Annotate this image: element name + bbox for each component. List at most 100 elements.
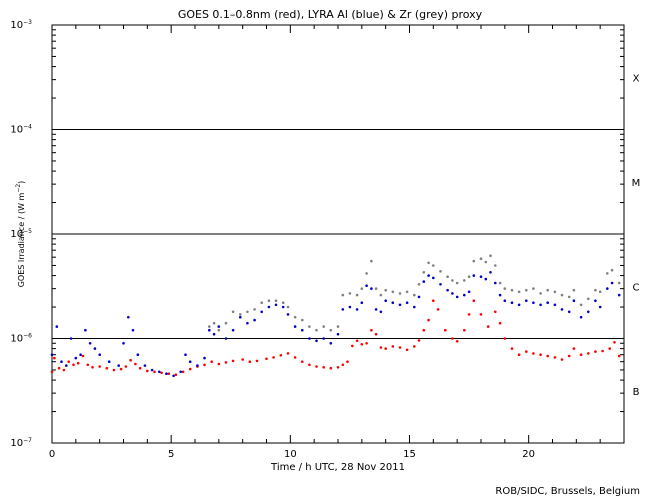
data-point [248, 360, 252, 364]
data-point [217, 328, 221, 332]
data-point [281, 301, 285, 305]
data-point [210, 360, 213, 364]
data-point [467, 313, 471, 316]
data-point [308, 363, 311, 367]
flare-class-lines [52, 129, 624, 339]
data-point [610, 268, 614, 272]
data-point [539, 353, 542, 357]
data-point [525, 350, 528, 353]
data-point [455, 340, 459, 343]
data-point [322, 325, 326, 328]
data-point [405, 290, 409, 294]
data-point [532, 352, 535, 355]
data-point [72, 363, 75, 367]
data-point [329, 328, 333, 332]
data-point [112, 368, 116, 372]
data-point [131, 328, 135, 332]
data-point [486, 325, 490, 328]
data-point [355, 339, 359, 343]
series-2 [208, 254, 621, 332]
data-point [117, 364, 120, 367]
data-point [165, 372, 168, 376]
data-point [127, 315, 130, 319]
data-point [267, 305, 271, 309]
data-point [119, 367, 123, 371]
data-point [489, 254, 492, 257]
flare-class-labels: X M C B [632, 73, 641, 398]
data-point [86, 363, 90, 367]
y-tick-label-base: 10 [10, 125, 23, 136]
data-point [472, 274, 476, 277]
data-point [606, 272, 609, 275]
data-point [608, 347, 611, 350]
data-point [413, 345, 416, 348]
data-point [143, 364, 147, 367]
data-point [594, 350, 597, 353]
data-point [167, 372, 171, 376]
data-point [67, 360, 70, 364]
data-point [255, 359, 259, 363]
data-point [69, 337, 73, 340]
data-point [374, 308, 378, 311]
y-tick-label-exponent: −7 [23, 437, 32, 444]
data-point [65, 364, 68, 367]
data-point [594, 288, 597, 292]
y-tick-label-base: 10 [10, 438, 23, 449]
data-point [567, 310, 571, 314]
y-tick-label-exponent: −6 [23, 333, 32, 340]
data-point [444, 328, 447, 332]
data-point [379, 293, 383, 297]
data-point [286, 305, 290, 309]
data-point [246, 321, 249, 325]
data-point [98, 353, 101, 357]
data-point [224, 337, 228, 340]
data-point [231, 359, 235, 363]
data-point [231, 328, 235, 332]
data-point [463, 293, 466, 297]
data-point [532, 287, 535, 290]
data-point [370, 328, 373, 332]
data-point [107, 360, 111, 364]
data-point [246, 310, 249, 314]
data-point [479, 313, 483, 316]
y-tick-label-base: 10 [10, 334, 23, 345]
chart-title: GOES 0.1–0.8nm (red), LYRA Al (blue) & Z… [178, 8, 483, 21]
data-point [510, 301, 514, 305]
data-point [439, 283, 442, 286]
data-point [384, 299, 388, 303]
data-point [231, 310, 235, 314]
data-point [405, 301, 409, 305]
data-point [239, 315, 242, 319]
data-point [579, 303, 583, 307]
data-point [136, 353, 140, 357]
y-tick-label: 10−7 [10, 437, 32, 449]
data-point [546, 301, 549, 305]
data-point [88, 342, 92, 345]
data-point [446, 275, 449, 279]
data-point [55, 325, 59, 328]
data-point [553, 303, 557, 307]
data-point [398, 303, 402, 307]
data-point [525, 299, 528, 303]
data-point [308, 325, 311, 328]
data-point [587, 310, 590, 314]
data-point [308, 337, 311, 340]
data-point [158, 370, 161, 374]
data-point [494, 310, 497, 314]
data-point [301, 360, 304, 364]
data-point [479, 275, 483, 279]
data-point [179, 370, 182, 374]
data-point [279, 354, 283, 357]
data-point [439, 270, 442, 273]
data-point [208, 325, 211, 328]
data-point [498, 321, 502, 325]
data-point [188, 360, 192, 364]
data-point [374, 287, 378, 290]
data-point [572, 299, 576, 303]
data-point [81, 354, 85, 358]
y-tick-label-base: 10 [10, 20, 23, 31]
y-tick-label-exponent: −3 [23, 19, 32, 26]
data-point [138, 366, 142, 370]
data-point [286, 352, 290, 355]
